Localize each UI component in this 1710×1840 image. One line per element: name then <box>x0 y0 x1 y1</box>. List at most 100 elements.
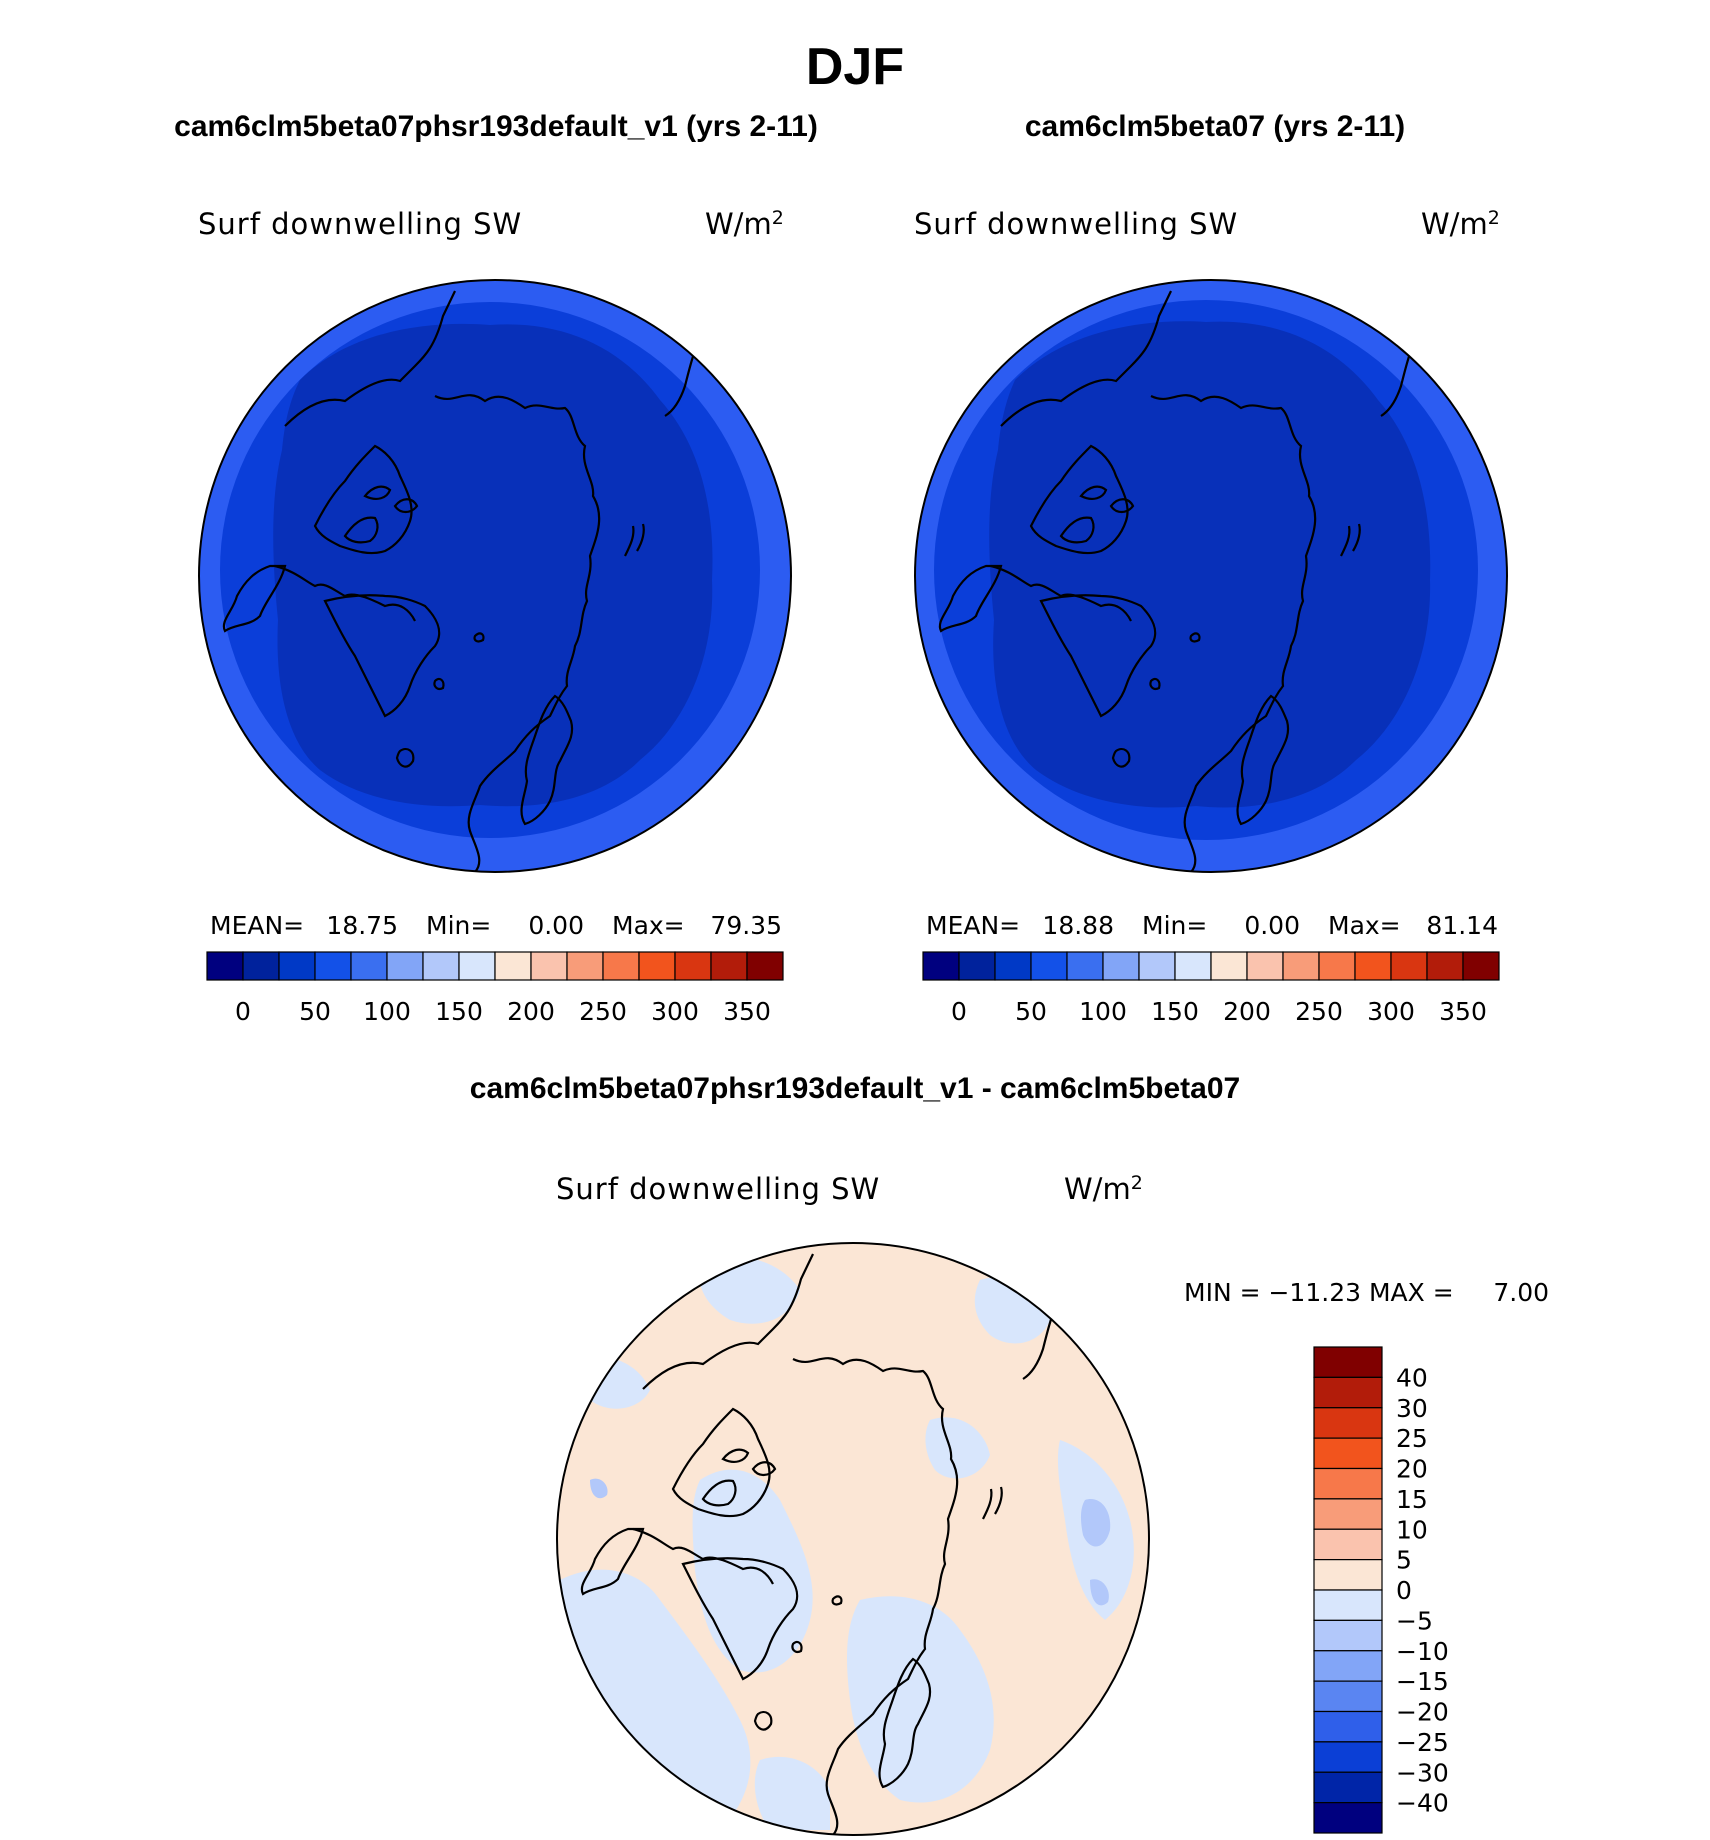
panel-left-max-label: Max= <box>612 911 685 940</box>
colorbar-tick-label: 5 <box>1396 1546 1412 1575</box>
colorbar-swatch <box>1313 1710 1383 1743</box>
colorbar-swatch <box>494 951 532 981</box>
colorbar-tick-label: 0 <box>1396 1576 1412 1605</box>
diff-patch <box>754 1756 830 1830</box>
panel-right-title: cam6clm5beta07 (yrs 2-11) <box>1025 110 1405 143</box>
colorbar-swatch <box>1313 1346 1383 1378</box>
colorbar-swatch <box>1282 951 1320 981</box>
panel-diff-map <box>557 1243 1149 1835</box>
colorbar-tick-label: 10 <box>1396 1515 1428 1544</box>
colorbar-tick-label: −20 <box>1396 1698 1449 1727</box>
panel-left-min-label: Min= <box>426 911 491 940</box>
panel-diff-units-exp: 2 <box>1131 1172 1143 1194</box>
panel-right-colorbar: 0 50 100 150 200 250 300 350 <box>922 951 1500 1026</box>
panel-diff-units: W/m <box>1064 1172 1131 1206</box>
colorbar-tick-label: 50 <box>1015 997 1047 1026</box>
panel-left-colorbar: 0 50 100 150 200 250 300 350 <box>206 951 784 1026</box>
panel-right-units-label: W/m2 <box>1421 207 1500 241</box>
panel-left-map-border <box>198 279 792 873</box>
panel-right-min-value: 0.00 <box>1244 911 1300 940</box>
panel-left-variable-label: Surf downwelling SW <box>198 207 522 241</box>
colorbar-tick-label: 0 <box>951 997 967 1026</box>
colorbar-tick-label: 200 <box>507 997 555 1026</box>
panel-right-units-exp: 2 <box>1488 207 1500 229</box>
colorbar-tick-label: 150 <box>1151 997 1199 1026</box>
panel-right: cam6clm5beta07 (yrs 2-11) Surf downwelli… <box>914 110 1508 1026</box>
colorbar-tick-label: 250 <box>579 997 627 1026</box>
colorbar-tick-label: −10 <box>1396 1637 1449 1666</box>
panel-right-map-border <box>914 279 1508 873</box>
colorbar-swatch <box>1066 951 1104 981</box>
panel-right-max-value: 81.14 <box>1426 911 1498 940</box>
colorbar-swatch <box>386 951 424 981</box>
colorbar-tick-label: −40 <box>1396 1789 1449 1818</box>
panel-left-map <box>199 280 791 872</box>
colorbar-swatch <box>1102 951 1140 981</box>
panel-right-map <box>915 280 1507 872</box>
figure-title: DJF <box>806 38 904 96</box>
colorbar-tick-label: 350 <box>1439 997 1487 1026</box>
colorbar-swatch <box>1390 951 1428 981</box>
colorbar-tick-label: 250 <box>1295 997 1343 1026</box>
colorbar-tick-label: −30 <box>1396 1758 1449 1787</box>
panel-right-units: W/m <box>1421 207 1488 241</box>
panel-left: cam6clm5beta07phsr193default_v1 (yrs 2-1… <box>174 110 818 1026</box>
diff-patch <box>925 1417 990 1479</box>
panel-right-max-label: Max= <box>1328 911 1401 940</box>
colorbar-tick-label: 300 <box>651 997 699 1026</box>
colorbar-swatch <box>1313 1407 1383 1439</box>
colorbar-swatch <box>1313 1559 1383 1591</box>
panel-diff-map-border <box>556 1242 1150 1836</box>
colorbar-swatch <box>1313 1437 1383 1470</box>
panel-right-min-label: Min= <box>1142 911 1207 940</box>
colorbar-swatch <box>242 951 280 981</box>
colorbar-swatch <box>1030 951 1068 981</box>
colorbar-tick-label: 40 <box>1396 1363 1428 1392</box>
panel-left-stats: MEAN= 18.75 Min= 0.00 Max= 79.35 <box>210 911 782 940</box>
colorbar-swatch <box>1354 951 1392 981</box>
colorbar-tick-label: 30 <box>1396 1394 1428 1423</box>
colorbar-swatch <box>602 951 640 981</box>
panel-left-mean-label: MEAN= <box>210 911 304 940</box>
panel-diff-variable-label: Surf downwelling SW <box>556 1172 880 1206</box>
colorbar-swatch <box>1313 1619 1383 1652</box>
colorbar-swatch <box>1313 1376 1383 1409</box>
colorbar-tick-label: −5 <box>1396 1606 1433 1635</box>
colorbar-swatch <box>1313 1802 1383 1834</box>
colorbar-swatch <box>458 951 496 981</box>
panel-diff-negative-patches-strong <box>590 1478 1111 1606</box>
diff-patch <box>1080 1499 1111 1547</box>
colorbar-swatch <box>922 951 960 981</box>
colorbar-swatch <box>638 951 676 981</box>
colorbar-swatch <box>1313 1650 1383 1682</box>
panel-left-units: W/m <box>705 207 772 241</box>
colorbar-tick-label: 100 <box>1079 997 1127 1026</box>
colorbar-tick-label: 0 <box>235 997 251 1026</box>
colorbar-tick-label: 300 <box>1367 997 1415 1026</box>
panel-right-stats: MEAN= 18.88 Min= 0.00 Max= 81.14 <box>926 911 1498 940</box>
colorbar-swatch <box>1313 1467 1383 1500</box>
colorbar-swatch <box>1246 951 1284 981</box>
colorbar-swatch <box>1313 1589 1383 1621</box>
colorbar-swatch <box>278 951 316 981</box>
panel-diff-units-label: W/m2 <box>1064 1172 1143 1206</box>
colorbar-swatch <box>566 951 604 981</box>
colorbar-swatch <box>1313 1771 1383 1804</box>
colorbar-tick-label: 25 <box>1396 1424 1428 1453</box>
colorbar-swatch <box>1313 1528 1383 1561</box>
panel-left-mean-value: 18.75 <box>326 911 398 940</box>
panel-right-map-inner <box>989 321 1431 808</box>
colorbar-swatch <box>1318 951 1356 981</box>
colorbar-swatch <box>1426 951 1464 981</box>
colorbar-swatch <box>1174 951 1212 981</box>
colorbar-swatch <box>314 951 352 981</box>
colorbar-tick-label: 150 <box>435 997 483 1026</box>
colorbar-swatch <box>206 951 244 981</box>
panel-left-units-label: W/m2 <box>705 207 784 241</box>
diff-patch <box>590 1478 608 1499</box>
colorbar-tick-label: −25 <box>1396 1728 1449 1757</box>
colorbar-tick-label: 350 <box>723 997 771 1026</box>
panel-diff-stats: MIN = −11.23 MAX = 7.00 <box>1184 1278 1549 1307</box>
